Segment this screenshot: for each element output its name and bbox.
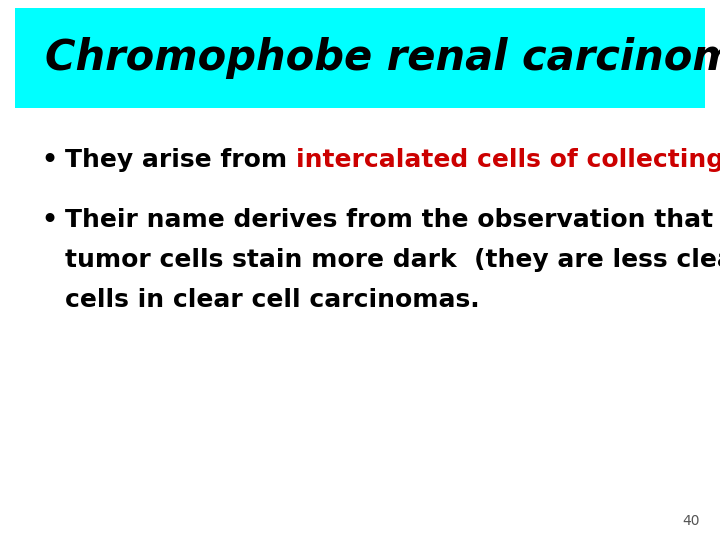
Text: Chromophobe renal carcinoma: Chromophobe renal carcinoma	[45, 37, 720, 79]
Text: They arise from: They arise from	[65, 148, 296, 172]
Text: •: •	[40, 206, 58, 234]
Bar	[15, 8, 705, 108]
Text: 40: 40	[683, 514, 700, 528]
Text: intercalated cells of collecting ducts: intercalated cells of collecting ducts	[296, 148, 720, 172]
Text: tumor cells stain more dark  (they are less clear) than: tumor cells stain more dark (they are le…	[65, 248, 720, 272]
Text: Their name derives from the observation that the: Their name derives from the observation …	[65, 208, 720, 232]
Text: •: •	[40, 145, 58, 174]
Text: cells in clear cell carcinomas.: cells in clear cell carcinomas.	[65, 288, 480, 312]
